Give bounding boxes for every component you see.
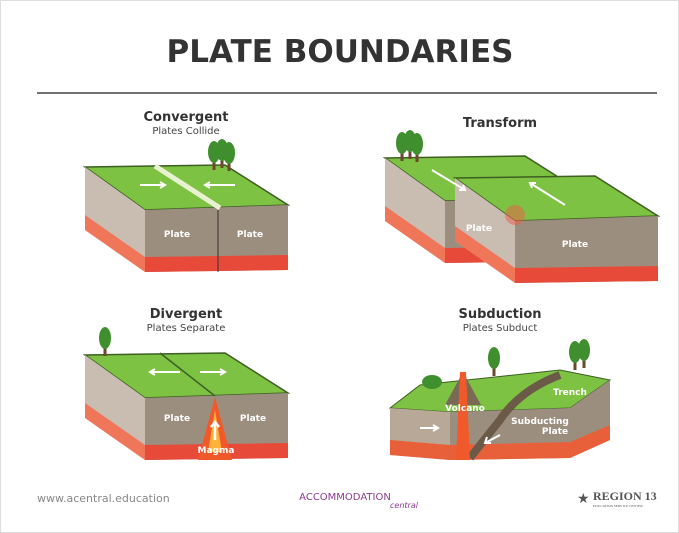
region-sub: EDUCATION SERVICE CENTER [593,504,643,508]
panel-subtitle: Plates Subduct [463,323,538,334]
convergent-panel: Convergent Plates Collide Plate Plate [85,110,288,272]
plate-label: Plate [562,240,588,250]
block [85,353,288,460]
panel-title: Divergent [150,307,223,322]
block [85,165,288,272]
plate-label: Plate [237,230,263,240]
friction-glow [505,205,525,225]
plate-label: Plate [164,230,190,240]
tree [99,327,111,356]
tree [488,347,500,376]
panel-title: Transform [463,116,537,131]
tree [578,339,590,368]
bush [422,375,442,389]
magma-label: Magma [198,446,235,456]
transform-panel: Transform Plate Plate [385,116,658,283]
slab-label: Plate [542,427,568,437]
page: PLATE BOUNDARIES Convergent Plates Colli… [0,0,679,533]
page-title: PLATE BOUNDARIES [167,34,514,70]
panel-title: Subduction [458,307,541,322]
volcano-label: Volcano [445,404,485,414]
plate-label: Plate [164,414,190,424]
subduction-panel: Subduction Plates Subduct Volcano Trench… [390,307,610,460]
divergent-panel: Divergent Plates Separate Plate Plate Ma… [85,307,288,460]
region: REGION 13 [593,489,657,503]
panel-subtitle: Plates Collide [152,126,219,137]
plate-label: Plate [240,414,266,424]
website: www.acentral.education [37,492,170,505]
logo: ACCOMMODATION [299,492,391,503]
logo-sub: central [390,501,419,510]
star: ★ [577,491,590,507]
slab-label: Subducting [511,417,569,427]
panel-subtitle: Plates Separate [147,323,226,334]
plate-label: Plate [466,224,492,234]
panel-title: Convergent [143,110,228,125]
trench-label: Trench [553,388,587,398]
